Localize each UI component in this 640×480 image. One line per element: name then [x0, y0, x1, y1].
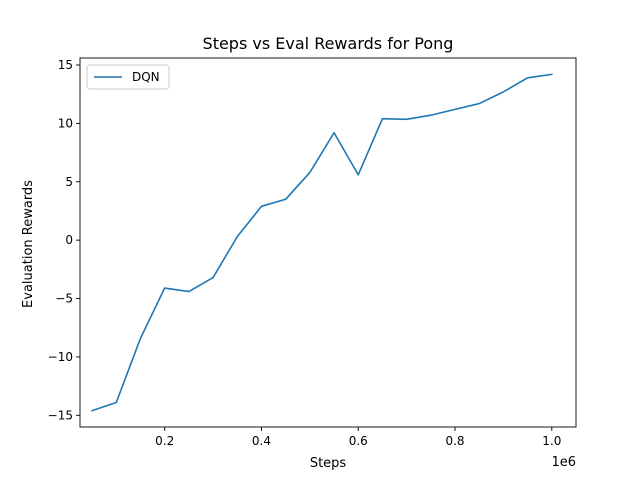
y-tick-label: 15 — [58, 58, 73, 72]
plot-frame — [79, 57, 577, 428]
x-tick-label: 0.4 — [252, 434, 271, 448]
x-tick-label: 1.0 — [542, 434, 561, 448]
legend-label-dqn: DQN — [132, 70, 160, 84]
x-tick-label: 0.8 — [445, 434, 464, 448]
y-tick-label: −15 — [48, 408, 73, 422]
legend-box — [86, 64, 170, 90]
y-tick-label: 5 — [65, 175, 73, 189]
y-axis-label: Evaluation Rewards — [21, 180, 36, 308]
plot-area: 0.2 0.4 0.6 0.8 1.0 −15 −10 −5 0 5 10 15 — [48, 57, 577, 448]
y-tick-label: 10 — [58, 116, 73, 130]
x-axis-label: Steps — [310, 456, 347, 471]
y-tick-label: 0 — [65, 233, 73, 247]
legend: DQN — [86, 64, 170, 90]
series-line-dqn — [91, 73, 553, 412]
y-tick-label: −5 — [55, 292, 73, 306]
x-axis-offset-label: 1e6 — [551, 455, 576, 470]
y-tick-label: −10 — [48, 350, 73, 364]
x-tick-label: 0.6 — [349, 434, 368, 448]
chart-title: Steps vs Eval Rewards for Pong — [203, 34, 454, 53]
x-tick-label: 0.2 — [155, 434, 174, 448]
